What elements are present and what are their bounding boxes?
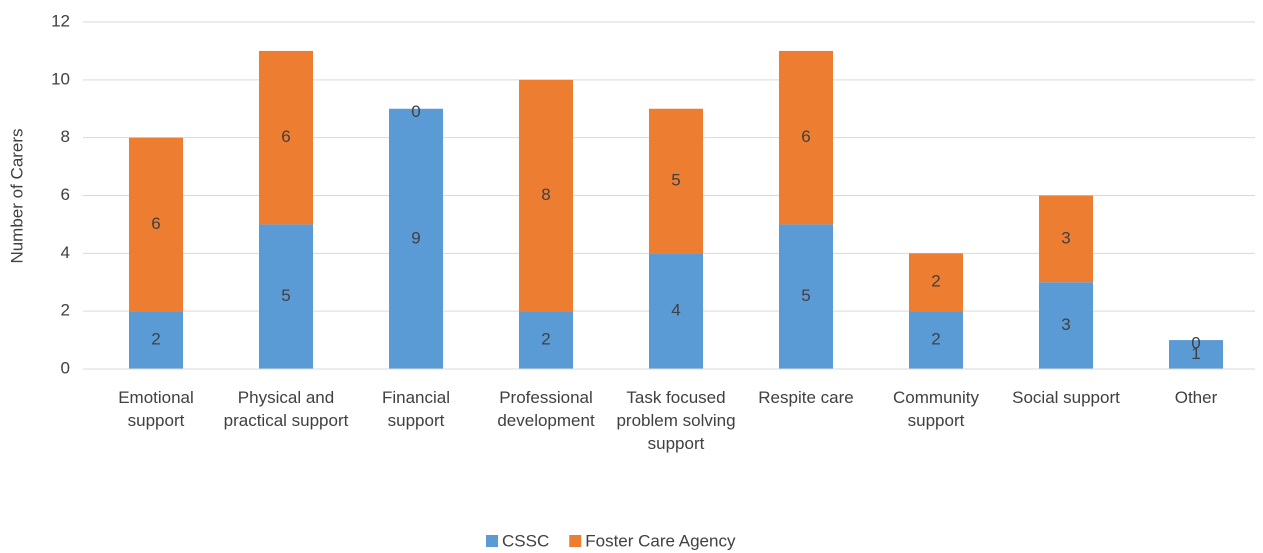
y-tick-label: 4 bbox=[61, 243, 70, 262]
data-label: 2 bbox=[541, 330, 550, 349]
x-tick-label: Professional development bbox=[497, 388, 595, 430]
bar-segment bbox=[1039, 282, 1093, 369]
data-label: 5 bbox=[801, 286, 810, 305]
data-label: 9 bbox=[411, 228, 420, 247]
data-label: 5 bbox=[671, 171, 680, 190]
y-tick-label: 0 bbox=[61, 358, 70, 377]
bar-segment bbox=[519, 79, 573, 312]
data-label: 8 bbox=[541, 185, 550, 204]
data-label: 1 bbox=[1191, 344, 1200, 363]
bar-segment bbox=[389, 108, 443, 369]
y-tick-label: 2 bbox=[61, 301, 70, 320]
x-tick-label: Emotional support bbox=[118, 388, 194, 430]
data-label: 4 bbox=[671, 301, 680, 320]
y-axis-label: Number of Carers bbox=[7, 128, 26, 263]
data-label: 3 bbox=[1061, 228, 1070, 247]
data-label: 2 bbox=[931, 272, 940, 291]
legend-label: Foster Care Agency bbox=[585, 531, 736, 550]
bar-segment bbox=[649, 253, 703, 369]
bar-segment bbox=[129, 311, 183, 369]
y-tick-label: 10 bbox=[51, 69, 70, 88]
data-label: 6 bbox=[151, 214, 160, 233]
data-label: 3 bbox=[1061, 315, 1070, 334]
bar-segment bbox=[259, 224, 313, 369]
data-label: 6 bbox=[281, 127, 290, 146]
data-label: 6 bbox=[801, 127, 810, 146]
x-tick-label: Respite care bbox=[758, 388, 854, 407]
bar-segment bbox=[909, 311, 963, 369]
bar-segment bbox=[1169, 340, 1223, 369]
x-tick-label: Financial support bbox=[381, 388, 451, 430]
data-label: 0 bbox=[1191, 334, 1200, 353]
x-tick-label: Community support bbox=[893, 388, 979, 430]
bar-segment bbox=[259, 50, 313, 225]
legend-swatch bbox=[486, 535, 498, 547]
bar-segment bbox=[909, 253, 963, 312]
data-label: 2 bbox=[931, 330, 940, 349]
x-tick-label: Physical and practical support bbox=[223, 388, 349, 430]
legend-swatch bbox=[569, 535, 582, 547]
x-tick-label: Social support bbox=[1012, 388, 1120, 407]
y-tick-label: 8 bbox=[61, 127, 70, 146]
x-tick-label: Task focused problem solving support bbox=[616, 388, 736, 453]
legend-label: CSSC bbox=[502, 531, 549, 550]
data-label: 0 bbox=[411, 102, 420, 121]
y-tick-label: 6 bbox=[61, 185, 70, 204]
bar-segment bbox=[1039, 195, 1093, 283]
bar-segment bbox=[779, 50, 833, 225]
data-label: 5 bbox=[281, 286, 290, 305]
data-label: 2 bbox=[151, 330, 160, 349]
y-tick-label: 12 bbox=[51, 11, 70, 30]
bar-segment bbox=[779, 224, 833, 369]
bar-segment bbox=[649, 108, 703, 254]
bar-segment bbox=[519, 311, 573, 369]
x-tick-label: Other bbox=[1174, 388, 1218, 407]
bar-segment bbox=[129, 137, 183, 312]
